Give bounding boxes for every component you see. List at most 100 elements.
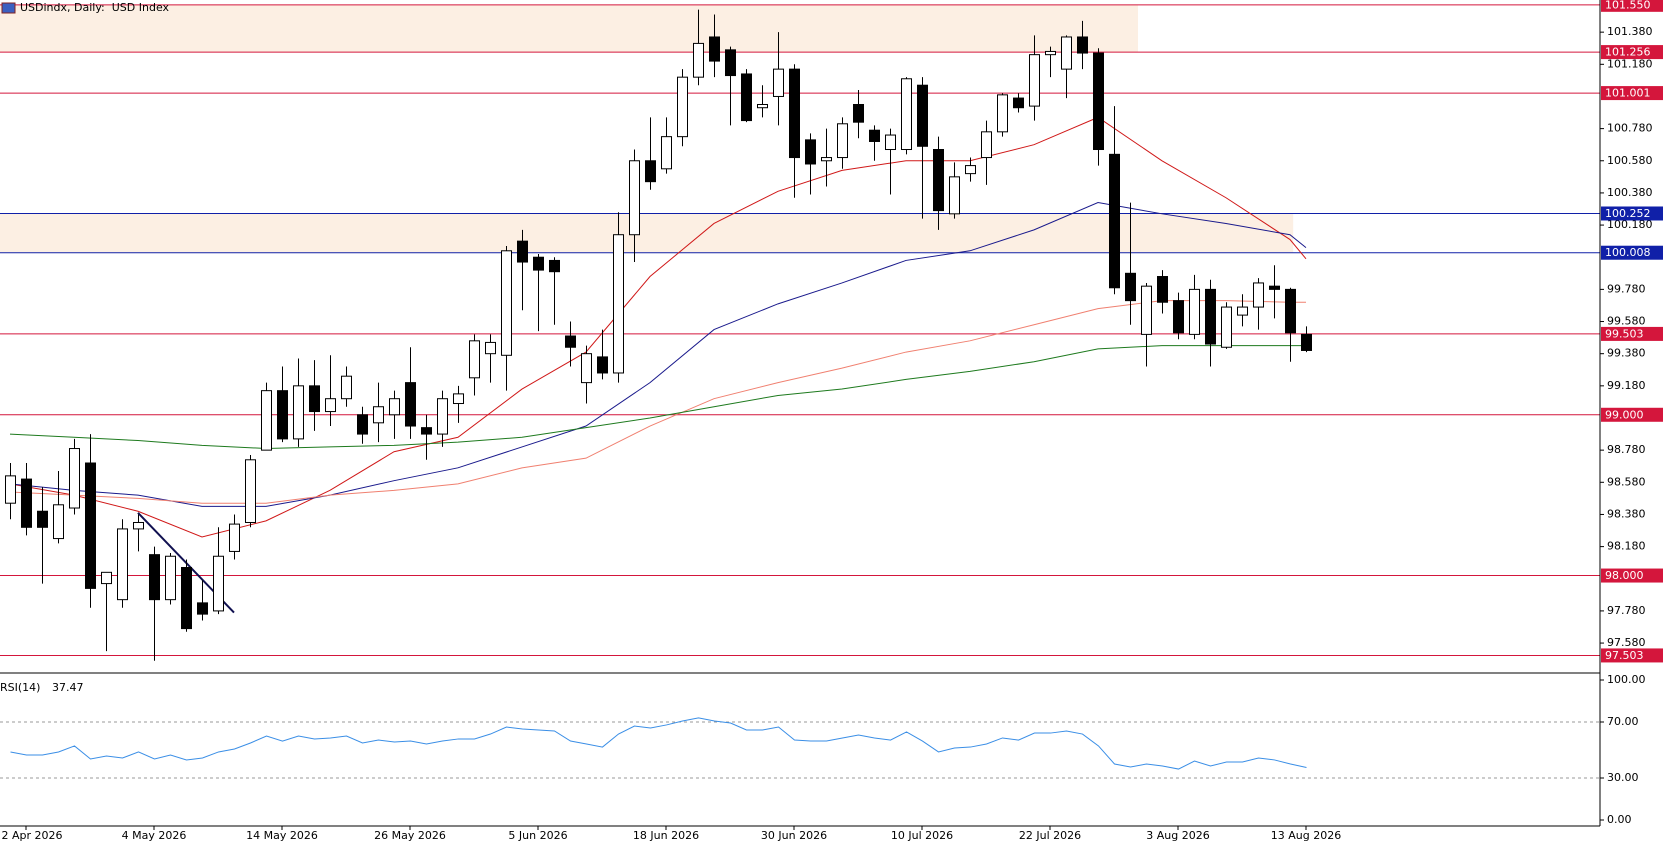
x-tick-label: 4 May 2026 [122, 829, 187, 842]
level-label: 101.001 [1605, 87, 1651, 100]
level-label-box [1601, 568, 1663, 583]
candle-body [357, 414, 368, 435]
candle-body [709, 36, 720, 62]
level-label-box [1601, 206, 1663, 221]
candle-body [693, 42, 704, 78]
candle-body [165, 555, 176, 601]
candle-body [661, 136, 672, 170]
candle-body [421, 427, 432, 435]
candle-body [901, 78, 912, 151]
moving-average [9, 345, 1306, 450]
candle-body [1237, 306, 1248, 316]
y-tick-label: 100.580 [1607, 154, 1653, 167]
candle-body [405, 382, 416, 427]
zone [0, 213, 1294, 253]
candle-body [101, 571, 112, 585]
y-tick-label: 98.780 [1607, 443, 1646, 456]
candle-body [245, 459, 256, 523]
candle-body [1285, 288, 1296, 334]
candle-body [885, 134, 896, 151]
candle-body [1109, 153, 1120, 289]
candle-body [805, 139, 816, 165]
candle-body [965, 165, 976, 175]
candle-body [837, 123, 848, 159]
candle-body [341, 375, 352, 400]
candle-body [821, 157, 832, 162]
candle-body [1125, 272, 1136, 302]
candle-body [1205, 288, 1216, 345]
x-tick-label: 14 May 2026 [246, 829, 318, 842]
candle-body [53, 504, 64, 540]
candle-body [501, 250, 512, 356]
level-label-box [1601, 45, 1663, 60]
candle-body [949, 176, 960, 215]
y-tick-label: 101.380 [1607, 25, 1653, 38]
candle-body [757, 103, 768, 109]
candle-body [1045, 50, 1056, 56]
candle-body [1173, 300, 1184, 334]
y-tick-label: 99.180 [1607, 379, 1646, 392]
x-tick-label: 22 Jul 2026 [1019, 829, 1081, 842]
y-tick-label: 97.780 [1607, 604, 1646, 617]
candle-body [133, 521, 144, 530]
candle-body [277, 390, 288, 440]
candle-body [1221, 306, 1232, 348]
candle-body [869, 129, 880, 142]
candle-body [1013, 97, 1024, 109]
level-label-box [1601, 407, 1663, 422]
candle-body [549, 259, 560, 273]
candle-body [213, 555, 224, 612]
candle-body [597, 356, 608, 374]
candle-body [261, 390, 272, 451]
rsi-current: 37.47 [52, 681, 84, 694]
candle-body [645, 160, 656, 183]
level-label: 101.550 [1605, 0, 1651, 11]
candle-body [181, 567, 192, 630]
candle-body [1157, 276, 1168, 303]
y-tick-label: 98.580 [1607, 475, 1646, 488]
y-tick-label: 30.00 [1607, 771, 1639, 784]
candle-body [629, 160, 640, 236]
candle-body [117, 528, 128, 601]
rsi-title: RSI(14) [0, 681, 40, 694]
level-label-box [1601, 648, 1663, 663]
level-label: 100.008 [1605, 246, 1651, 259]
candle-body [677, 76, 688, 138]
candle-body [1093, 52, 1104, 151]
x-tick-label: 3 Aug 2026 [1146, 829, 1209, 842]
y-tick-label: 99.580 [1607, 315, 1646, 328]
candle-body [197, 602, 208, 615]
candle-body [581, 353, 592, 384]
y-tick-label: 100.780 [1607, 122, 1653, 135]
candle-body [997, 94, 1008, 133]
level-label-box [1601, 86, 1663, 101]
x-tick-label: 13 Aug 2026 [1271, 829, 1341, 842]
candle-body [37, 510, 48, 528]
candle-body [789, 68, 800, 159]
candle-body [917, 84, 928, 147]
level-label: 98.000 [1605, 569, 1644, 582]
plot-layer [0, 4, 1600, 779]
candle-body [613, 234, 624, 374]
candle-body [933, 149, 944, 212]
y-tick-label: 98.380 [1607, 507, 1646, 520]
symbol-icon [1, 2, 16, 14]
candle-body [1029, 54, 1040, 107]
y-tick-label: 101.180 [1607, 57, 1653, 70]
candle-body [5, 475, 16, 504]
x-tick-label: 26 May 2026 [374, 829, 446, 842]
candle-body [1253, 282, 1264, 308]
candle-body [773, 68, 784, 97]
y-tick-label: 97.580 [1607, 636, 1646, 649]
candle-body [981, 131, 992, 159]
candle-body [229, 523, 240, 552]
candle-body [741, 73, 752, 122]
candle-body [565, 335, 576, 348]
candle-body [21, 478, 32, 528]
x-tick-label: 30 Jun 2026 [761, 829, 827, 842]
candle-body [389, 398, 400, 416]
candle-body [1061, 36, 1072, 70]
